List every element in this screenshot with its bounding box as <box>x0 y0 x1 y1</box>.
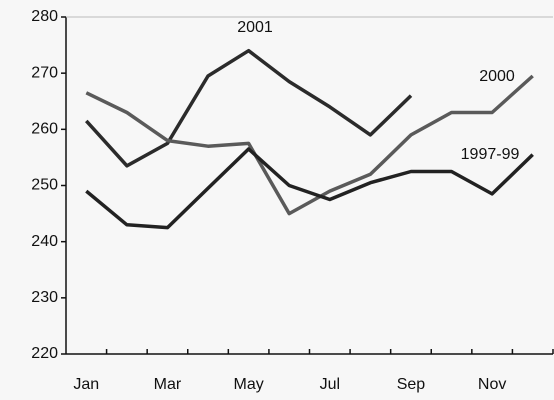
x-tick-label: Mar <box>154 376 182 393</box>
y-tick-label: 250 <box>31 177 58 194</box>
series-label: 1997-99 <box>461 146 520 163</box>
series-label: 2001 <box>237 19 273 36</box>
x-tick-label: Jan <box>73 376 99 393</box>
series-line <box>85 147 534 230</box>
series-line <box>85 48 413 168</box>
x-tick-label: May <box>234 376 264 393</box>
y-tick-label: 240 <box>31 233 58 250</box>
series-label: 2000 <box>479 68 515 85</box>
x-tick-label: Nov <box>478 376 506 393</box>
y-tick-label: 280 <box>31 8 58 25</box>
y-tick-label: 220 <box>31 345 58 362</box>
x-tick-label: Sep <box>397 376 426 393</box>
y-tick-label: 270 <box>31 64 58 81</box>
series-line <box>85 74 534 216</box>
x-tick-label: Jul <box>320 376 340 393</box>
y-tick-label: 230 <box>31 289 58 306</box>
y-tick-label: 260 <box>31 121 58 138</box>
